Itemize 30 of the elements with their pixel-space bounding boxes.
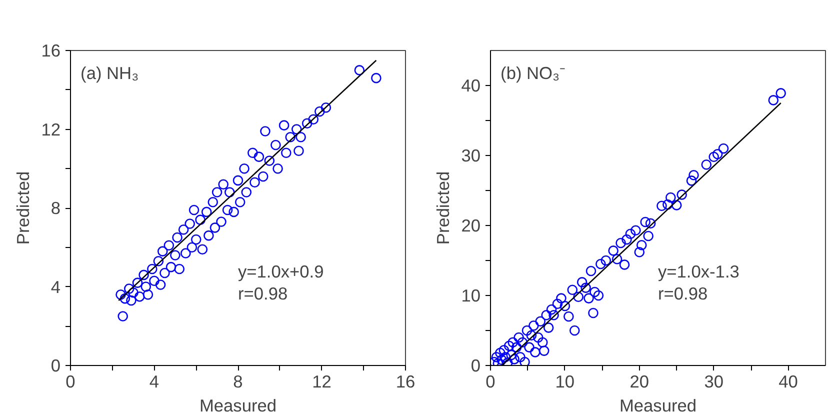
y-axis-title: Predicted — [13, 171, 34, 245]
x-tick-label: 0 — [486, 372, 496, 392]
y-tick-label: 0 — [50, 356, 61, 376]
x-tick-label: 40 — [778, 372, 798, 392]
y-tick-label: 30 — [461, 146, 481, 166]
y-tick-label: 16 — [41, 40, 61, 60]
x-axis-title: Measured — [619, 396, 697, 416]
y-tick-label: 12 — [41, 119, 61, 140]
y-axis-title: Predicted — [433, 171, 454, 245]
x-axis-title: Measured — [199, 396, 277, 416]
x-tick-label: 30 — [704, 372, 724, 392]
x-tick-label: 0 — [66, 372, 76, 392]
y-tick-label: 8 — [50, 198, 61, 218]
x-tick-label: 12 — [312, 372, 332, 392]
y-tick-label: 20 — [461, 216, 481, 236]
x-tick-label: 4 — [149, 372, 160, 392]
annotation: y=1.0x-1.3 — [658, 262, 740, 282]
y-tick-label: 40 — [461, 76, 481, 96]
annotation: y=1.0x+0.9 — [238, 262, 324, 282]
x-tick-label: 8 — [233, 372, 243, 392]
y-tick-label: 0 — [470, 356, 481, 376]
text: (b) NO₃⁻ — [500, 63, 566, 84]
x-tick-label: 10 — [555, 372, 575, 392]
y-tick-label: 4 — [50, 276, 61, 297]
annotation: r=0.98 — [238, 284, 288, 304]
x-tick-label: 16 — [396, 372, 416, 392]
annotation: r=0.98 — [658, 284, 708, 304]
y-tick-label: 10 — [461, 286, 481, 306]
text: (a) NH₃ — [80, 63, 139, 84]
x-tick-label: 20 — [630, 372, 650, 392]
